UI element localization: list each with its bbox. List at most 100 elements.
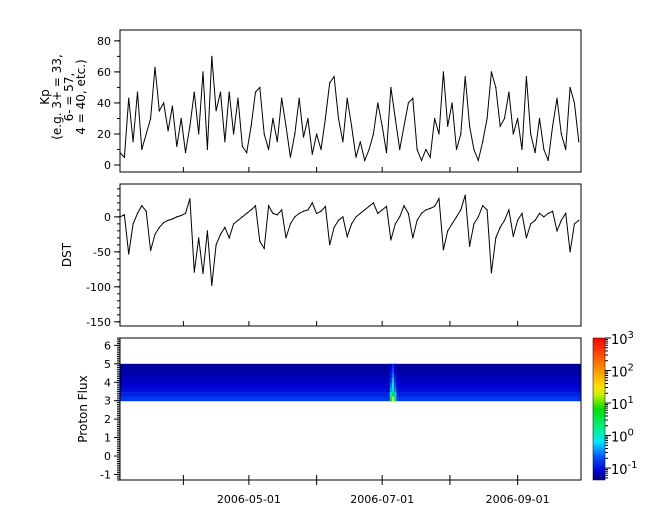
data-point [342, 141, 344, 143]
data-point [294, 216, 296, 218]
data-point [246, 152, 248, 154]
data-point [377, 102, 379, 104]
data-point [499, 226, 501, 228]
x-tick-label: 2006-07-01 [350, 493, 414, 506]
data-point [267, 205, 270, 207]
data-point [163, 102, 165, 104]
data-point [198, 133, 200, 135]
data-point [407, 212, 409, 214]
data-point [473, 148, 475, 151]
data-point [377, 212, 379, 214]
data-point [263, 133, 265, 135]
data-point [259, 86, 261, 89]
data-point [530, 133, 532, 135]
data-point [176, 216, 178, 218]
data-point [132, 141, 134, 143]
data-point [530, 223, 532, 225]
data-point [482, 141, 484, 143]
data-point [390, 239, 392, 241]
heatmap-cell [389, 386, 393, 392]
heatmap-cell [389, 396, 393, 402]
data-point [407, 102, 409, 104]
data-point [429, 207, 431, 210]
data-point [149, 249, 152, 252]
x-axis-labels: 2006-05-01 2006-07-01 2006-09-01 [217, 493, 550, 506]
data-point [447, 125, 449, 127]
data-point [385, 205, 388, 207]
data-point [154, 66, 156, 68]
colorbar-tick-label: 102 [611, 363, 634, 381]
data-point [171, 218, 174, 220]
data-point [202, 272, 204, 275]
data-point [512, 133, 514, 135]
data-point [355, 216, 357, 218]
data-point [355, 156, 357, 158]
data-point [385, 152, 388, 154]
y-tick-label: -150 [86, 316, 111, 329]
data-point [132, 223, 134, 225]
data-point [285, 125, 287, 127]
data-point [569, 251, 571, 253]
data-point [276, 214, 278, 216]
data-point [394, 223, 396, 225]
data-point [250, 125, 252, 127]
data-point [302, 210, 305, 212]
data-point [272, 117, 274, 120]
y-tick-label: 3 [104, 395, 111, 408]
data-point [547, 212, 549, 214]
data-point [420, 159, 423, 161]
data-point [565, 212, 567, 214]
kp-label-line-3: 6- = 57, [62, 73, 76, 122]
data-point [525, 75, 527, 78]
heatmap-cell [394, 363, 397, 369]
heatmap-cell [394, 391, 397, 397]
data-point [521, 212, 523, 214]
x-tick-label: 2006-05-01 [217, 493, 281, 506]
data-point [202, 71, 204, 73]
plot-frame [119, 337, 582, 481]
data-point [464, 75, 466, 78]
data-point [267, 148, 270, 151]
data-point [163, 221, 165, 224]
colorbar-gradient [593, 338, 605, 480]
data-point [578, 141, 580, 143]
data-point [158, 110, 160, 112]
heatmap-cell [120, 363, 581, 369]
heatmap-cell [394, 396, 397, 402]
data-point [359, 141, 361, 143]
data-point [477, 159, 479, 161]
data-point [149, 117, 152, 120]
kp-label-line-1: Kp [38, 89, 52, 105]
data-point [512, 235, 514, 238]
data-point [350, 223, 353, 225]
kp-series-line [119, 56, 580, 163]
data-point [525, 237, 527, 239]
data-point [486, 209, 488, 211]
data-point [329, 82, 331, 84]
heatmap-cell [392, 386, 395, 392]
data-point [477, 216, 479, 218]
data-point [573, 223, 576, 225]
data-point [219, 233, 222, 235]
data-point [495, 86, 497, 89]
data-point [211, 284, 213, 287]
data-point [442, 249, 444, 251]
data-point [490, 71, 493, 73]
data-point [372, 133, 375, 135]
y-tick-label: 0 [104, 211, 111, 224]
heatmap-cell [392, 377, 395, 383]
data-point [521, 148, 523, 151]
data-point [320, 148, 322, 151]
data-point [154, 233, 156, 235]
data-point [337, 117, 340, 120]
data-point [167, 130, 169, 132]
data-point [171, 105, 174, 107]
proton-flux-axis-label: Proton Flux [76, 375, 90, 442]
data-point [560, 133, 562, 135]
data-point [464, 194, 466, 196]
data-point [460, 133, 462, 135]
plot-frame [119, 183, 582, 327]
data-point [451, 223, 453, 225]
data-point [206, 148, 208, 151]
